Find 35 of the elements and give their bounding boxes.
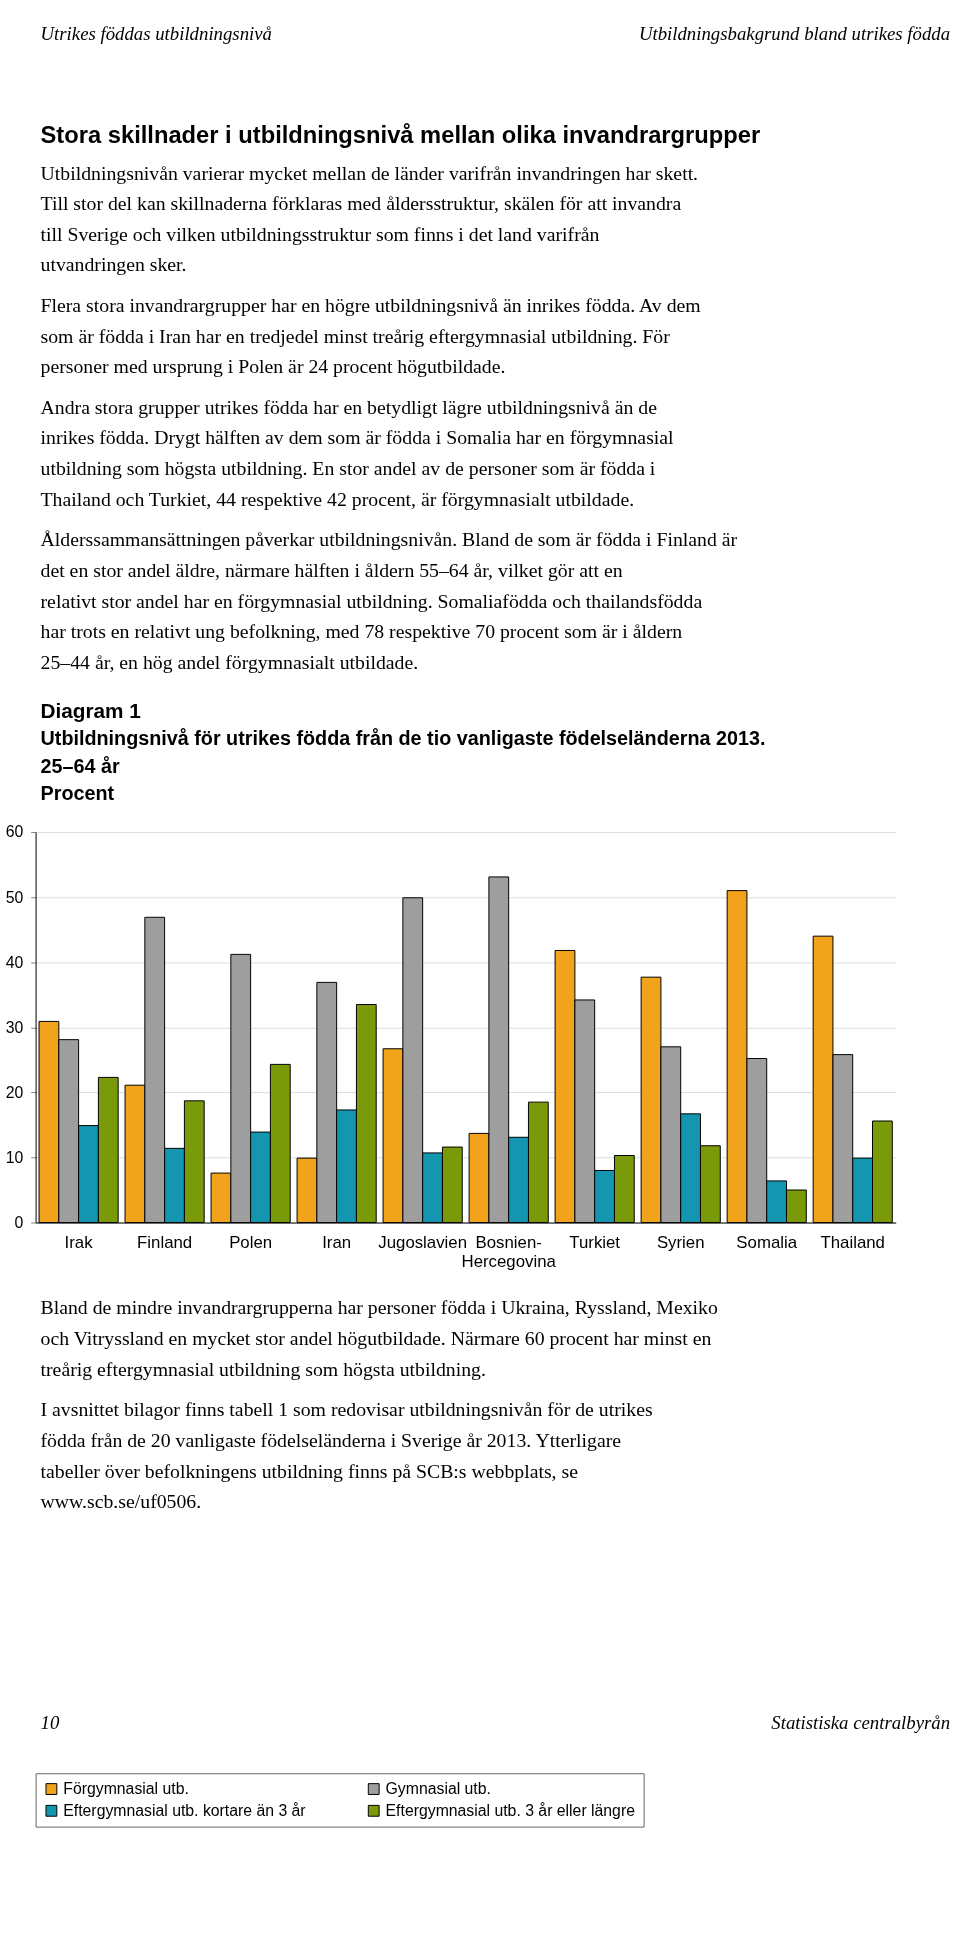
y-tick-label: 10 [5,1148,24,1166]
legend-label: Förgymnasial utb. [63,1780,189,1797]
y-tick-label: 50 [5,888,24,906]
x-tick-label: Iran [322,1232,352,1252]
y-tick-label: 20 [5,1083,24,1101]
y-tick-label: 30 [5,1018,24,1036]
y-tick-label: 0 [14,1213,24,1231]
text: Bland de mindre invandrargrupperna har personer födda i Ukraina, Ryssland, Mexiko och Vitryssland en mycket stor andel högutbildade. Närmare 60 procent har minst en treårig eftergymnasial utbildning som högsta utbildning. [40,1296,718,1380]
x-tick-label: Thailand [820,1232,885,1252]
text: I avsnittet bilagor finns tabell 1 som redovisar utbildningsnivån för de utrikes födda från de 20 vanligaste födelseländerna i Sverige år 2013. Ytterligare tabeller över befolkningens utbildning finns på SCB:s webbplats, se www.scb.se/uf0506. [40,1398,653,1513]
legend-label: Gymnasial utb. [385,1780,491,1797]
text: Diagram 1 [40,699,141,723]
y-axis-title: Procent [40,782,115,805]
legend-label: Eftergymnasial utb. 3 år eller längre [385,1801,636,1819]
chart-subtitle: 25–64 år [40,754,120,777]
chart-title: Utbildningsnivå för utrikes födda från de tio vanligaste födelseländerna 2013. [40,727,766,750]
text: Utrikes föddas utbildningsnivå [40,23,272,45]
y-tick-label: 40 [5,953,24,971]
text: Utbildningsnivån varierar mycket mellan de länder varifrån invandringen har skett. Till stor del kan skillnaderna förklaras med åldersstruktur, skälen för att invandra till Sverige och vilken utbildningsstruktur som finns i det land varifrån utvandringen sker. [40,161,699,276]
text: Utbildningsbakgrund bland utrikes födda [638,23,951,45]
x-tick-label: Jugoslavien [378,1232,468,1252]
text: Andra stora grupper utrikes födda har en betydligt lägre utbildningsnivå än de inrikes födda. Drygt hälften av dem som är födda i Somalia har en förgymnasial utbildning som högsta utbildning. En stor andel av de personer som är födda i Thailand och Turkiet, 44 respektive 42 procent, är förgymnasialt utbildade. [40,395,675,510]
text: Statistiska centralbyrån [771,1711,951,1733]
text: Stora skillnader i utbildningsnivå mellan olika invandrargrupper [40,121,761,148]
x-tick-label: Polen [229,1232,273,1252]
text: Flera stora invandrargrupper har en högre utbildningsnivå än inrikes födda. Av dem som är födda i Iran har en tredjedel minst treårig eftergymnasial utbildning. För personer med ursprung i Polen är 24 procent högutbildade. [40,293,702,378]
text: 10 [40,1711,60,1733]
y-tick-label: 60 [5,823,24,841]
x-tick-label: Irak [64,1232,94,1252]
x-tick-label: Turkiet [569,1232,621,1252]
text: Ålderssammansättningen påverkar utbildningsnivån. Bland de som är födda i Finland är det en stor andel äldre, närmare hälften i åldern 55–64 år, vilket gör att en relativt stor andel har en förgymnasial utbildning. Somaliafödda och thailandsfödda har trots en relativt ung befolkning, med 78 respektive 70 procent som är i åldern 25–44 år, en hög andel förgymnasialt utbildade. [40,528,738,673]
x-tick-label: Somalia [736,1232,798,1252]
x-tick-label: Syrien [656,1232,705,1252]
legend-label: Eftergymnasial utb. kortare än 3 år [63,1801,306,1819]
x-tick-label: Finland [137,1232,193,1252]
